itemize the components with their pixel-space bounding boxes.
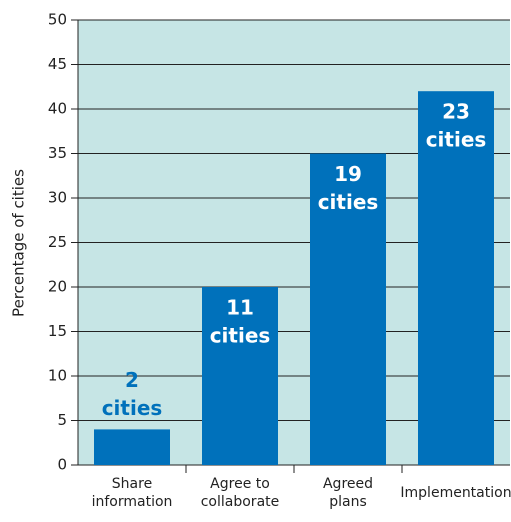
x-tick-label: Share — [112, 476, 152, 492]
bar — [202, 287, 278, 465]
bar-label: cities — [426, 128, 487, 152]
x-tick-label: Agree to — [210, 476, 270, 492]
y-tick-label: 20 — [48, 278, 67, 296]
x-tick-label: Implementation — [400, 485, 511, 501]
y-tick-label: 30 — [48, 189, 67, 207]
y-tick-label: 40 — [48, 100, 67, 118]
y-tick-label: 25 — [48, 233, 67, 251]
x-tick-label: collaborate — [201, 494, 280, 510]
bar-label: cities — [318, 190, 379, 214]
bar-label: cities — [102, 396, 163, 420]
x-tick-label: plans — [329, 494, 367, 510]
bar-label: 2 — [125, 368, 139, 392]
y-tick-label: 10 — [48, 367, 67, 385]
y-axis-label: Percentage of cities — [10, 169, 28, 317]
y-tick-label: 0 — [57, 456, 67, 474]
y-tick-label: 45 — [48, 55, 67, 73]
bar-label: cities — [210, 324, 271, 348]
y-tick-label: 50 — [48, 11, 67, 29]
y-tick-label: 15 — [48, 322, 67, 340]
y-tick-label: 35 — [48, 144, 67, 162]
bar — [310, 153, 386, 465]
y-tick-label: 5 — [57, 411, 67, 429]
bar-label: 19 — [334, 162, 362, 186]
bar — [94, 429, 170, 465]
bar — [418, 91, 494, 465]
x-tick-label: information — [92, 494, 173, 510]
bar-label: 23 — [442, 100, 470, 124]
x-tick-label: Agreed — [323, 476, 373, 492]
bar-label: 11 — [226, 296, 254, 320]
